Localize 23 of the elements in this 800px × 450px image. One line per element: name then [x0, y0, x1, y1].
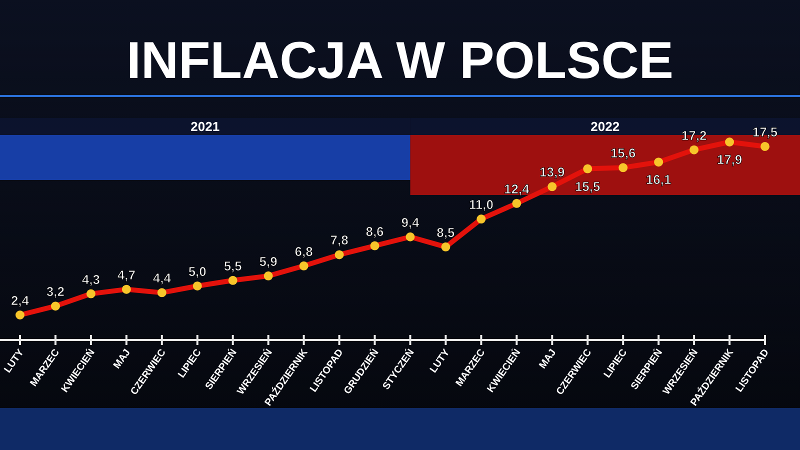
data-label: 16,1 — [646, 172, 672, 188]
data-label: 2,4 — [10, 293, 30, 308]
data-label: 8,5 — [436, 224, 455, 240]
data-label: 4,7 — [117, 267, 136, 282]
data-label: 3,2 — [46, 284, 65, 300]
data-label: 7,8 — [330, 232, 348, 248]
data-label: 4,3 — [82, 272, 100, 287]
data-label: 17,9 — [716, 152, 742, 167]
data-label: 6,8 — [294, 244, 313, 259]
data-label: 13,9 — [539, 164, 565, 180]
text: 2022 — [590, 119, 620, 134]
data-label: 12,4 — [504, 181, 530, 196]
data-label: 5,9 — [259, 254, 278, 269]
data-label: 15,6 — [610, 146, 636, 161]
chart-title: INFLACJA W POLSCE — [126, 32, 674, 90]
data-label: 8,6 — [366, 224, 384, 239]
data-label: 4,4 — [152, 270, 172, 286]
data-label: 15,5 — [574, 178, 600, 194]
text: 2021 — [190, 119, 220, 134]
data-label: 5,5 — [224, 258, 242, 274]
data-label: 5,0 — [188, 264, 206, 279]
data-label: 11,0 — [468, 197, 494, 212]
data-label: 9,4 — [401, 214, 420, 230]
